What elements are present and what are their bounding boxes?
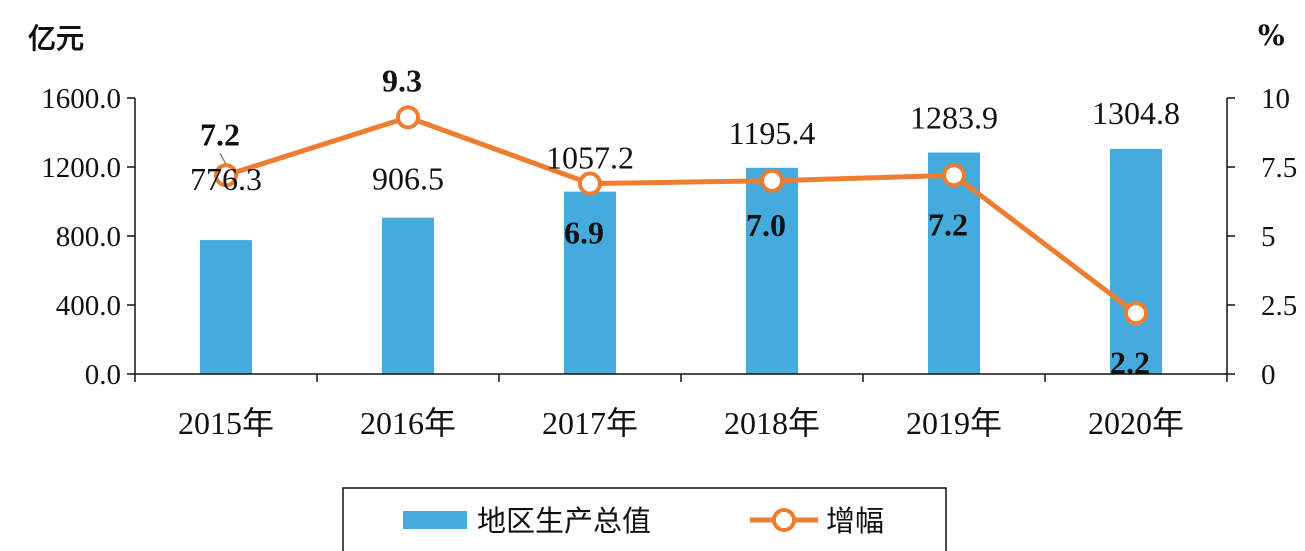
bar-value-label-2: 1057.2	[546, 140, 634, 176]
x-category-label-3: 2018年	[724, 405, 820, 441]
left-tick-label-2: 800.0	[56, 221, 121, 253]
growth-point-4	[942, 163, 966, 188]
data-labels: 776.3 906.5 1057.2 1195.4 1283.9 1304.8 7.2 9.3…	[190, 62, 1180, 380]
bar-0	[200, 240, 252, 374]
bar-1	[382, 217, 434, 374]
growth-point-2	[578, 171, 602, 196]
axes: 0.0 400.0 800.0 1200.0 1600.0 0 2.5 5 7.5 10 2015年…	[41, 83, 1297, 441]
bar-5	[1110, 148, 1162, 374]
growth-value-label-1: 9.3	[382, 62, 422, 98]
growth-value-label-2: 6.9	[564, 215, 604, 251]
right-tick-label-1: 2.5	[1261, 290, 1297, 322]
growth-label-leader-0	[219, 152, 227, 165]
right-axis-unit: %	[1258, 19, 1285, 52]
growth-point-5	[1124, 301, 1148, 326]
growth-value-label-0: 7.2	[200, 116, 240, 152]
x-category-label-5: 2020年	[1088, 405, 1184, 441]
growth-line	[225, 114, 1138, 316]
left-tick-label-1: 400.0	[56, 290, 121, 322]
growth-value-label-3: 7.0	[746, 207, 786, 243]
growth-value-label-5: 2.2	[1110, 344, 1150, 380]
legend-label-gdp: 地区生产总值	[477, 504, 651, 538]
growth-point-3	[760, 168, 784, 193]
growth-point-1	[396, 105, 420, 130]
right-tick-label-0: 0	[1261, 359, 1276, 391]
left-axis-unit: 亿元	[28, 22, 84, 55]
left-tick-label-4: 1600.0	[41, 83, 121, 115]
x-category-label-1: 2016年	[360, 405, 456, 441]
bar-value-label-0: 776.3	[190, 161, 262, 197]
growth-point-0	[214, 163, 238, 188]
legend-label-growth: 增幅	[826, 504, 884, 538]
bar-value-label-4: 1283.9	[910, 100, 998, 136]
bar-value-label-1: 906.5	[372, 161, 444, 197]
growth-value-label-4: 7.2	[928, 206, 968, 242]
bar-series	[200, 148, 1162, 374]
right-tick-label-2: 5	[1261, 221, 1276, 253]
x-category-label-2: 2017年	[542, 405, 638, 441]
bar-value-label-3: 1195.4	[729, 115, 816, 151]
bar-2	[564, 191, 616, 374]
right-tick-label-3: 7.5	[1261, 152, 1297, 184]
x-category-label-0: 2015年	[178, 405, 274, 441]
right-tick-label-4: 10	[1261, 83, 1290, 115]
left-tick-label-0: 0.0	[85, 359, 121, 391]
x-category-label-4: 2019年	[906, 405, 1002, 441]
bar-3	[746, 167, 798, 374]
left-tick-label-3: 1200.0	[41, 152, 121, 184]
bar-value-label-5: 1304.8	[1092, 95, 1180, 131]
line-series	[214, 105, 1148, 326]
legend: 地区生产总值 增幅	[342, 487, 947, 551]
legend-line-marker	[772, 508, 796, 532]
legend-bar-swatch	[403, 511, 467, 529]
